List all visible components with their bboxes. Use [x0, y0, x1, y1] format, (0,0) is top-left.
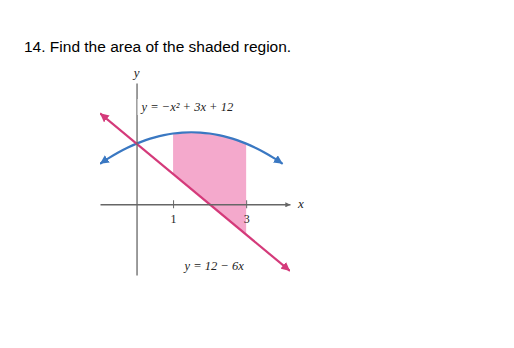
chart: 14. Find the area of the shaded region. 1… [0, 0, 514, 348]
x-tick-label: 3 [244, 212, 250, 226]
x-tick: 1 [171, 200, 177, 226]
x-tick-mark [246, 200, 247, 208]
y-axis-line [136, 84, 137, 276]
plot-area [100, 113, 290, 271]
x-axis: 13 [101, 200, 291, 226]
y-axis [137, 84, 138, 276]
x-axis-line [101, 204, 291, 205]
y-axis-label: y [132, 65, 140, 80]
x-axis-label: x [297, 196, 304, 211]
title: 14. Find the area of the shaded region. [24, 38, 291, 55]
label-background [138, 99, 236, 115]
curve-label: y = −x² + 3x + 12 [140, 100, 234, 114]
label-background [181, 258, 247, 274]
x-tick-mark [173, 200, 174, 208]
curve-label: y = 12 − 6x [183, 259, 245, 273]
curve [100, 113, 290, 271]
x-tick-label: 1 [171, 212, 177, 226]
x-tick: 3 [244, 200, 250, 226]
